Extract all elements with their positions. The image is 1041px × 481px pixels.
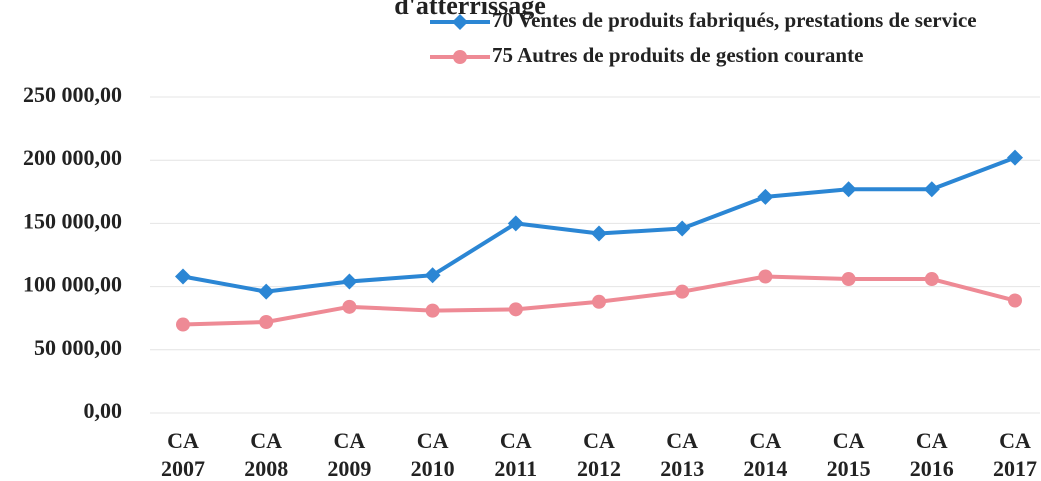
x-tick-label: CA 2011 — [494, 428, 538, 481]
point — [592, 294, 606, 309]
point — [591, 225, 607, 242]
y-tick-label: 100 000,00 — [23, 272, 122, 297]
point — [674, 220, 691, 237]
point — [757, 188, 774, 205]
point — [424, 267, 441, 284]
legend-marker — [452, 14, 468, 30]
point — [758, 269, 773, 284]
point — [923, 181, 940, 198]
point — [258, 283, 275, 300]
legend-label: 70 Ventes de produits fabriqués, prestat… — [492, 8, 977, 32]
x-tick-label: CA 2017 — [993, 428, 1037, 481]
point — [176, 317, 190, 332]
y-tick-label: 150 000,00 — [23, 208, 122, 233]
point — [841, 272, 856, 287]
y-tick-label: 0,00 — [84, 398, 123, 423]
point — [924, 272, 939, 287]
point — [341, 273, 358, 290]
point — [1007, 149, 1023, 166]
point — [507, 215, 524, 232]
x-tick-label: CA 2015 — [826, 428, 871, 481]
point — [425, 303, 440, 318]
legend-label: 75 Autres de produits de gestion courant… — [492, 43, 863, 67]
point — [675, 284, 690, 299]
x-tick-label: CA 2010 — [410, 428, 455, 481]
chart-title: d'atterrissage — [394, 0, 546, 20]
x-tick-label: CA 2009 — [327, 428, 372, 481]
y-tick-label: 250 000,00 — [23, 82, 122, 107]
point — [342, 299, 357, 314]
x-tick-label: CA 2007 — [161, 428, 205, 481]
x-tick-label: CA 2016 — [909, 428, 954, 481]
point — [840, 181, 857, 198]
point — [1008, 293, 1022, 308]
y-tick-label: 50 000,00 — [34, 335, 122, 360]
x-tick-label: CA 2012 — [577, 428, 621, 481]
series-line — [182, 155, 1016, 294]
y-tick-label: 200 000,00 — [23, 145, 122, 170]
point — [508, 302, 523, 317]
x-tick-label: CA 2013 — [660, 428, 705, 481]
point — [175, 268, 191, 285]
x-tick-label: CA 2008 — [244, 428, 289, 481]
x-tick-label: CA 2014 — [743, 428, 788, 481]
legend-marker — [453, 50, 467, 64]
point — [259, 314, 274, 329]
